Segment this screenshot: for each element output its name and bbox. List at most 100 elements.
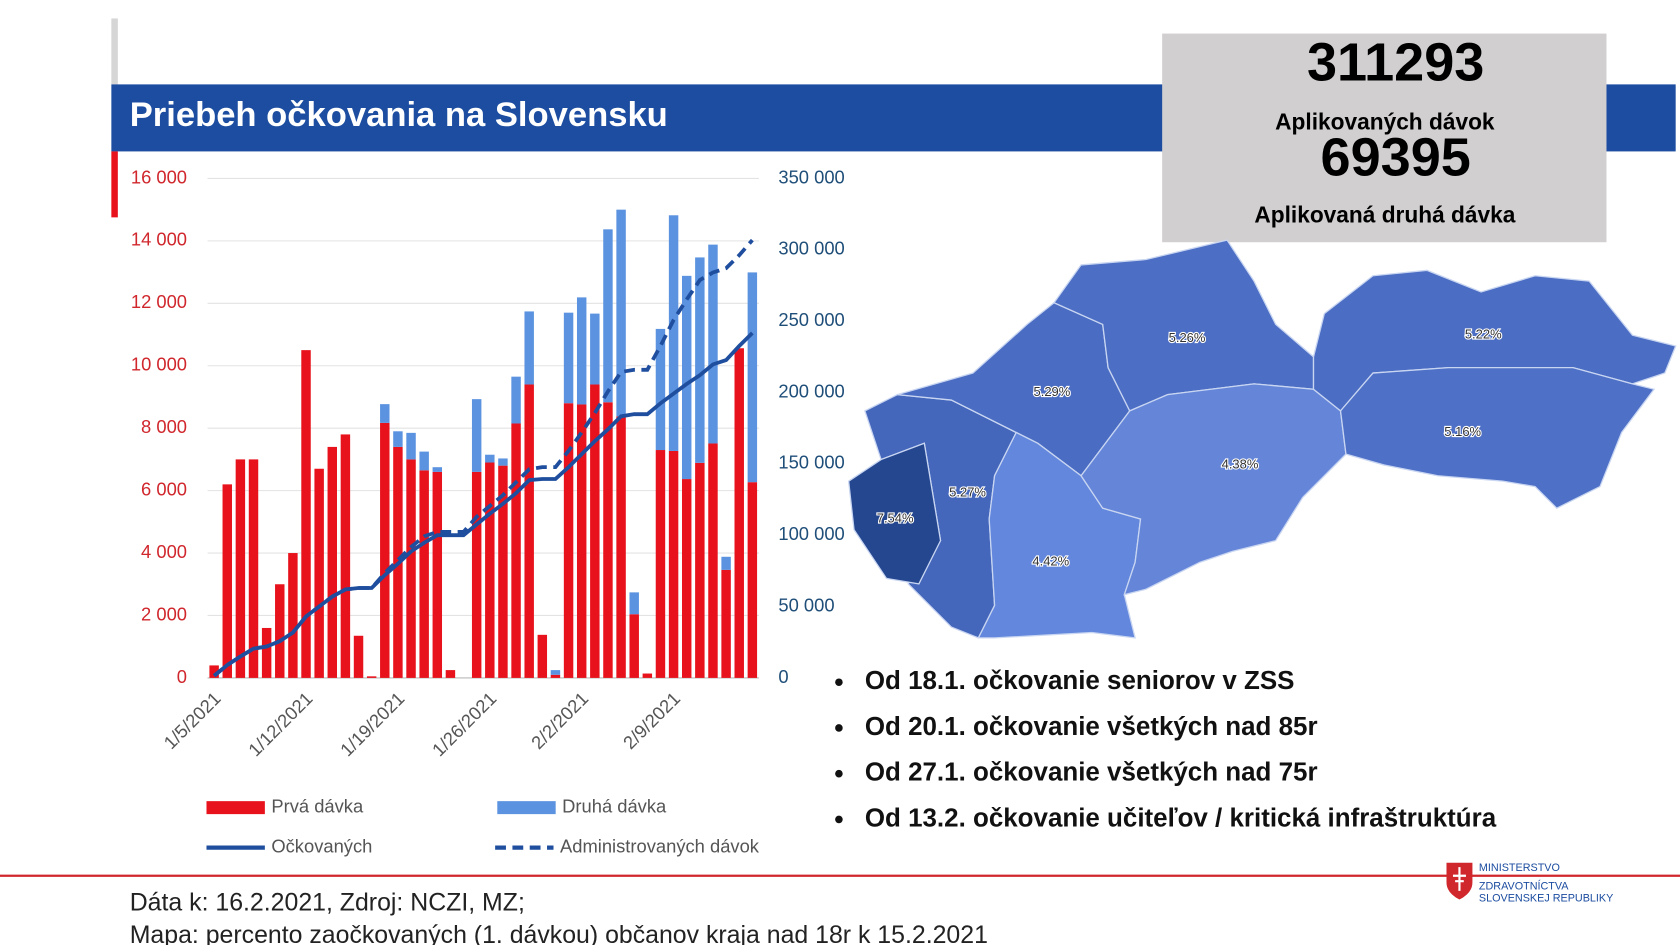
y-tick-label: 12 000	[131, 291, 187, 312]
stat-label: Aplikovaných dávok	[1275, 108, 1495, 134]
bar	[288, 553, 298, 678]
map-region	[847, 442, 942, 585]
bar	[747, 482, 758, 678]
bar	[563, 312, 574, 404]
map-label: 4.42%	[1032, 554, 1069, 569]
bar	[655, 328, 666, 451]
y2-tick-label: 350 000	[778, 166, 844, 187]
bar	[681, 479, 692, 678]
bar	[301, 350, 311, 678]
bar	[275, 584, 285, 678]
bar	[603, 229, 613, 403]
bullet-text: Od 27.1. očkovanie všetkých nad 75r	[865, 759, 1318, 787]
logo-text: SLOVENSKEJ REPUBLIKY	[1479, 892, 1613, 904]
bar	[695, 462, 705, 678]
bar	[668, 450, 679, 678]
bar	[616, 416, 626, 678]
y-tick-label: 2 000	[141, 603, 187, 624]
bar	[668, 215, 679, 451]
bar	[314, 468, 324, 678]
y-tick-label: 14 000	[131, 229, 187, 250]
bar	[655, 450, 666, 678]
bar	[550, 670, 561, 675]
bar	[235, 459, 246, 678]
bar	[471, 399, 482, 472]
map-region	[1080, 383, 1347, 596]
legend-label: Prvá dávka	[271, 795, 364, 816]
y-tick-label: 0	[177, 666, 187, 687]
bar	[603, 402, 613, 678]
bullet-text: Od 18.1. očkovanie seniorov v ZSS	[865, 667, 1295, 695]
bar	[708, 244, 718, 444]
logo-cross	[1452, 867, 1466, 891]
bullet-dot	[835, 724, 843, 732]
bar	[406, 459, 416, 678]
bar	[721, 556, 731, 570]
bar	[393, 431, 403, 447]
bar	[419, 451, 429, 471]
bar	[747, 272, 758, 483]
bar	[550, 674, 561, 678]
bar	[721, 569, 731, 678]
map-label: 7.54%	[877, 510, 914, 525]
bullet-text: Od 13.2. očkovanie učiteľov / kritická i…	[865, 804, 1497, 832]
bar	[209, 665, 219, 678]
map-label: 5.16%	[1444, 424, 1481, 439]
bar	[222, 484, 232, 678]
bar	[485, 462, 495, 678]
bar	[576, 297, 587, 405]
bar	[366, 676, 377, 678]
bar	[498, 458, 508, 466]
line	[212, 238, 754, 678]
x-tick-label: 1/26/2021	[428, 688, 501, 761]
legend-label: Administrovaných dávok	[560, 835, 760, 856]
y-tick-label: 16 000	[131, 166, 187, 187]
x-tick-label: 2/9/2021	[619, 688, 684, 753]
title: Priebeh očkovania na Slovensku	[130, 96, 668, 134]
bar	[248, 459, 259, 678]
map-label: 5.26%	[1169, 330, 1206, 345]
map-label: 5.27%	[949, 484, 986, 499]
map-region	[1339, 366, 1656, 509]
bar	[563, 403, 574, 678]
x-tick-label: 1/19/2021	[336, 688, 409, 761]
bar	[498, 465, 508, 678]
y-tick-label: 10 000	[131, 354, 187, 375]
bullet-dot	[835, 815, 843, 824]
footer-text: Mapa: percento zaočkovaných (1. dávkou) …	[130, 921, 988, 945]
stat-label: Aplikovaná druhá dávka	[1254, 201, 1515, 227]
bar	[340, 434, 351, 678]
accent-bar	[111, 151, 118, 218]
bar	[695, 257, 705, 463]
bar	[590, 384, 600, 678]
bar	[406, 432, 416, 460]
y-tick-label: 6 000	[141, 478, 187, 499]
map: 7.54% 5.27% 5.29% 4.42% 5.26% 4.38% 5.22…	[847, 239, 1677, 639]
map-label: 5.22%	[1465, 327, 1502, 342]
bar	[511, 376, 521, 424]
y2-tick-label: 0	[778, 666, 788, 687]
bar	[327, 446, 338, 678]
bar	[471, 471, 482, 678]
x-tick-label: 2/2/2021	[527, 688, 592, 753]
y-tick-label: 4 000	[141, 541, 187, 562]
bar	[576, 404, 587, 678]
bar	[380, 404, 390, 423]
bar	[734, 348, 744, 678]
bar	[380, 422, 390, 678]
bullet-dot	[835, 769, 843, 778]
bar	[511, 423, 521, 678]
bullet-list: Od 18.1. očkovanie seniorov v ZSS Od 20.1…	[835, 667, 1497, 832]
x-tick-label: 1/12/2021	[244, 688, 317, 761]
y2-tick-label: 150 000	[778, 452, 844, 473]
legend-swatch	[497, 801, 556, 815]
bar	[642, 673, 653, 678]
bar	[629, 614, 639, 678]
bar	[681, 275, 692, 480]
legend-label: Druhá dávka	[562, 795, 667, 816]
bar	[524, 384, 534, 678]
logo-text: MINISTERSTVO	[1479, 862, 1560, 874]
legend-label: Očkovaných	[271, 835, 372, 856]
